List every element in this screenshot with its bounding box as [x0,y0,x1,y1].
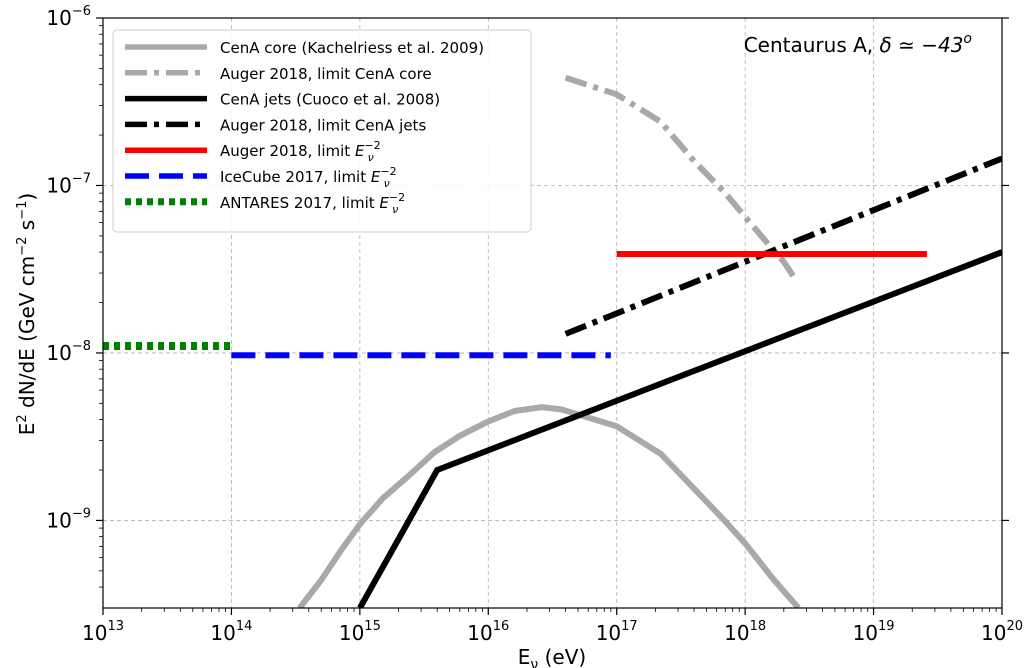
legend: CenA core (Kachelriess et al. 2009) Auger… [112,29,532,233]
x-tick-label: 1017 [596,619,638,645]
y-tick-label: 10−8 [46,339,91,365]
y-tick-label: 10−6 [46,4,91,30]
legend-label-3: CenA jets (Cuoco et al. 2008) [220,91,440,109]
x-tick-label: 1018 [724,619,766,645]
series-line-2 [564,74,799,283]
x-tick-label: 1020 [981,619,1023,645]
y-tick-label: 10−9 [46,506,91,532]
legend-box [112,29,532,233]
series-line-1 [297,404,801,608]
legend-label-4: Auger 2018, limit CenA jets [220,116,426,134]
x-tick-label: 1014 [210,619,252,645]
x-tick-label: 1013 [82,619,124,645]
legend-label-5: Auger 2018, limit E−2 ν [220,139,381,164]
series-line-3 [357,249,1002,608]
y-axis-label: E2 dN/dE (GeV cm−2 s−1) [15,193,39,435]
x-tick-label: 1019 [853,619,895,645]
legend-label-2: Auger 2018, limit CenA core [220,65,432,83]
legend-label-7: ANTARES 2017, limit E−2 ν [220,191,405,216]
legend-label-1: CenA core (Kachelriess et al. 2009) [220,39,484,57]
chart-annotation: Centaurus A, δ ≃ −43o [744,31,972,57]
x-tick-label: 1016 [467,619,509,645]
x-axis-label: Eν (eV) [518,645,586,668]
series-line-4 [564,155,1002,337]
legend-label-6: IceCube 2017, limit E−2 ν [220,165,397,190]
y-tick-label: 10−7 [46,171,91,197]
series-group [103,74,1002,608]
ticks-group: 1013 1014 1015 1016 1017 1018 1019 1020 10−9 10−8… [46,4,1023,645]
x-tick-label: 1015 [339,619,381,645]
plot-frame [102,17,1003,609]
